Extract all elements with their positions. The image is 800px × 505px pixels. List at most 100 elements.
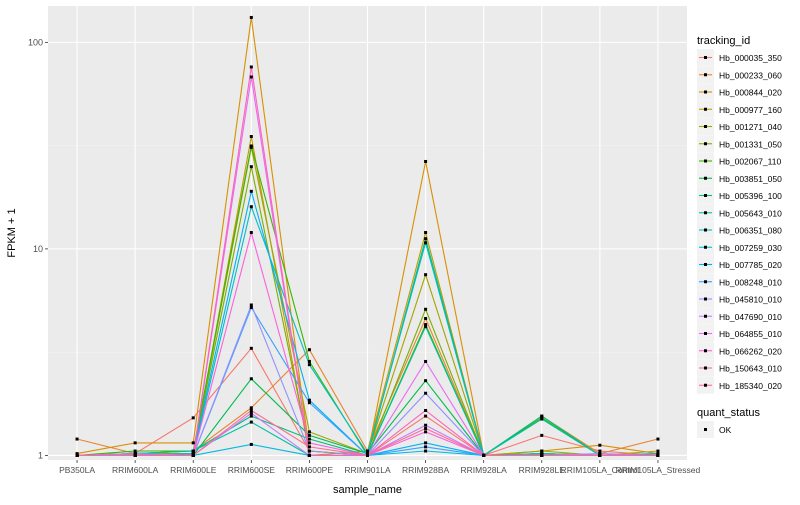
data-point — [133, 441, 137, 445]
data-point — [540, 414, 544, 418]
data-point — [249, 15, 253, 19]
legend-label: Hb_185340_020 — [719, 381, 782, 391]
x-axis: PB350LA RRIM600LA RRIM600LE RRIM600SE RRIM60… — [59, 460, 701, 475]
x-tick-label: RRIM928LA — [461, 465, 508, 475]
data-point — [424, 323, 428, 327]
legend-point — [704, 142, 707, 146]
x-tick-label: PB350LA — [59, 465, 95, 475]
data-point — [249, 65, 253, 69]
data-point — [424, 445, 428, 449]
data-point — [307, 398, 311, 402]
legend-point — [704, 211, 707, 215]
legend-point — [704, 176, 707, 180]
legend-label: Hb_000844_020 — [719, 88, 782, 98]
data-point — [656, 453, 660, 457]
legend-label: Hb_000977_160 — [719, 105, 782, 115]
data-point — [191, 441, 195, 445]
legend-point — [704, 159, 707, 163]
data-point — [598, 443, 602, 447]
data-point — [249, 189, 253, 193]
x-tick-label: RRIM600PE — [286, 465, 334, 475]
x-tick-label: RRIM600LE — [170, 465, 217, 475]
data-point — [249, 303, 253, 307]
legend-point — [704, 194, 707, 197]
data-point — [249, 135, 253, 139]
data-point — [133, 453, 137, 457]
data-point — [540, 452, 544, 456]
data-point — [307, 363, 311, 367]
legend-label: Hb_150643_010 — [719, 364, 782, 374]
x-tick-label: RRIM105LA_Control — [561, 465, 640, 475]
legend-label: Hb_007259_030 — [719, 243, 782, 253]
data-point — [307, 449, 311, 453]
data-point — [307, 430, 311, 434]
data-point — [424, 317, 428, 321]
data-point — [540, 449, 544, 453]
legend-point — [704, 90, 707, 94]
legend-label: Hb_005396_100 — [719, 191, 782, 201]
data-point — [191, 416, 195, 420]
data-point — [366, 452, 369, 456]
data-point — [133, 449, 137, 453]
x-tick-label: RRIM600LA — [112, 465, 159, 475]
data-point — [540, 453, 544, 457]
legend-label: Hb_005643_010 — [719, 208, 782, 218]
data-point — [249, 144, 253, 148]
data-point — [249, 205, 253, 209]
data-point — [540, 433, 544, 437]
data-point — [249, 377, 253, 381]
data-point — [656, 449, 660, 453]
y-tick-label: 100 — [28, 37, 43, 47]
data-point — [249, 420, 253, 424]
data-point — [133, 452, 137, 456]
legend-point — [704, 383, 707, 387]
legend-point — [704, 228, 707, 232]
legend-point — [704, 245, 707, 249]
point-legend-label: OK — [719, 425, 732, 435]
legend-label: Hb_006351_080 — [719, 226, 782, 236]
legend-point — [704, 280, 707, 284]
data-point — [424, 391, 428, 395]
data-point — [307, 359, 311, 363]
data-point — [366, 449, 369, 453]
data-point — [307, 453, 311, 457]
legend-point — [704, 263, 707, 266]
legend-point — [704, 349, 707, 353]
y-tick-label: 1 — [38, 450, 43, 460]
x-tick-label: RRIM928BA — [402, 465, 450, 475]
data-point — [656, 452, 660, 456]
data-point — [249, 75, 253, 79]
data-point — [424, 441, 428, 445]
x-tick-label: RRIM105LA_Stressed — [616, 465, 701, 475]
y-axis-title: FPKM + 1 — [6, 208, 18, 257]
data-point — [424, 237, 428, 241]
data-points — [75, 15, 660, 457]
data-point — [482, 453, 486, 457]
data-point — [249, 346, 253, 350]
data-point — [191, 449, 195, 453]
data-point — [424, 325, 428, 329]
legend-label: Hb_000035_350 — [719, 53, 782, 63]
x-tick-label: RRIM901LA — [344, 465, 391, 475]
legend-point — [704, 332, 707, 335]
data-point — [424, 414, 428, 418]
data-point — [424, 423, 428, 427]
data-point — [75, 437, 79, 441]
data-point — [366, 453, 369, 457]
data-point — [307, 445, 311, 449]
data-point — [540, 417, 544, 421]
x-tick-label: RRIM600SE — [228, 465, 276, 475]
data-point — [75, 453, 79, 457]
legend-label: Hb_002067_110 — [719, 157, 782, 167]
legend-label: Hb_001271_040 — [719, 122, 782, 132]
x-tick-label: RRIM928LE — [519, 465, 566, 475]
data-point — [424, 430, 428, 434]
legend-point — [704, 314, 707, 318]
legend-label: Hb_064855_010 — [719, 329, 782, 339]
legend-title: tracking_id — [697, 35, 750, 47]
legend-label: Hb_045810_010 — [719, 295, 782, 305]
data-point — [424, 159, 428, 163]
data-point — [424, 426, 428, 430]
data-point — [249, 408, 253, 412]
y-axis: 1 10 100 — [28, 37, 48, 460]
